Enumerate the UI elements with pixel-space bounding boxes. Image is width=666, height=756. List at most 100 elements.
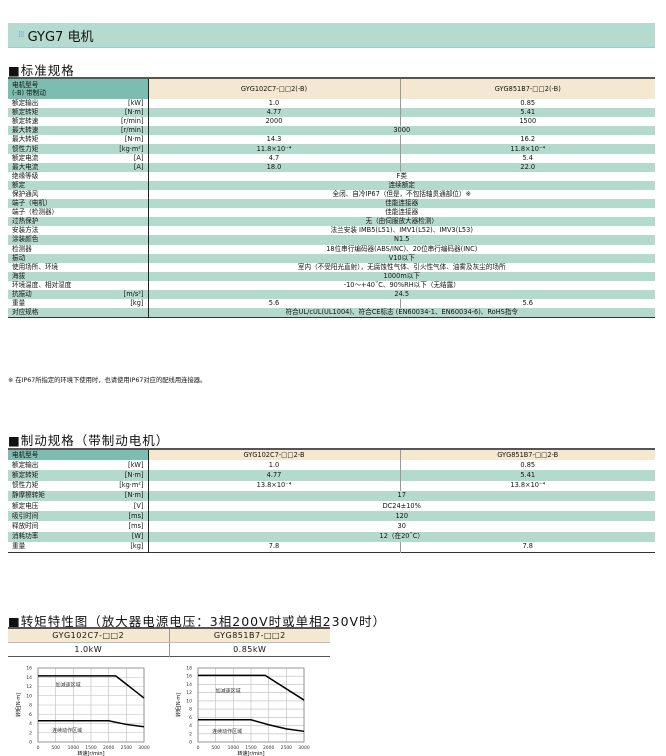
plot-frame [197,667,305,743]
row-label: 惯性力矩 [kg·m²] [12,481,144,490]
y-tick-label: 0 [29,740,32,746]
page-title: GYG7 电机 [27,29,94,45]
torque-title: ■转矩特性图（放大器电源电压：3相200V时或单相230V时） [8,614,387,629]
cell-value: 24.5 [147,289,655,300]
table-row: 额定电流 [A] 4.7 5.4 [8,153,655,163]
cell-value: 2000 [147,117,400,127]
row-label: 过热保护 [8,217,148,227]
row-label: 最大电流 [A] [8,162,148,172]
row-label: 环境温度、相对湿度 [12,280,72,289]
row-label: 海拔 [8,271,148,281]
x-tick-label: 1500 [85,745,97,751]
row-label: 额定输出 [kW] [12,460,144,469]
y-tick-label: 4 [29,721,32,727]
table-header: 电机型号 GYG102C7-□□2-B GYG851B7-□□2-B [8,449,655,461]
row-label: 惯性力矩 [kg·m²] [8,144,148,154]
table-row: 额定转矩 [N·m] 4.77 5.41 [8,470,655,481]
cell-value: 佳能连接器 [147,208,655,218]
y-tick-label: 0 [189,740,192,746]
table-row: 惯性力矩 [kg·m²] 13.8×10⁻⁴ 13.8×10⁻⁴ [8,480,655,491]
table-row: 额定输出 [kW] 1.0 0.85 [8,460,655,471]
cell-value: 4.7 [147,153,400,163]
table-row: 过热保护 无（由伺服放大器检测） [8,217,655,227]
row-unit: [ms] [128,511,144,520]
cell-value: 1500 [399,117,655,127]
y-axis-label: 转矩[N·m] [15,693,22,717]
annotation-continuous: 连续动作区域 [212,728,242,735]
cell-value: 4.77 [147,108,400,118]
row-unit: [V] [133,501,144,510]
cell-value: 佳能连接器 [147,199,655,209]
table-row: 抗振动 [m/s²] 24.5 [8,289,655,300]
brake-spec-title: ■制动规格（带制动电机） [8,433,170,448]
y-tick-label: 8 [29,703,32,709]
cell-value: -10～+40˚C、90%RH以下（无结露） [147,280,655,290]
standard-spec-title: ■标准规格 [8,63,75,78]
row-unit: [N·m] [124,491,144,500]
x-tick-label: 2500 [281,745,293,751]
header-model: GYG102C7-□□2(-B) [147,78,400,99]
table-row: 安装方法 法兰安装 IMB5(L51)、IMV1(L52)、IMV3(L53) [8,226,655,236]
torque-model-table: GYG102C7-□□2 GYG851B7-□□2 1.0kW 0.85kW [8,627,330,657]
row-unit: [N·m] [124,135,144,144]
cell-value: V10以下 [147,253,655,263]
row-label: 抗振动 [m/s²] [8,289,148,300]
cell-value: 1000m以下 [147,271,655,281]
x-tick-label: 500 [51,745,60,751]
header-model: GYG851B7-□□2-B [399,449,655,461]
table-row: 海拔 1000m以下 [8,271,655,281]
row-label: 端子（电机） [8,199,148,209]
x-tick-label: 3000 [298,745,310,751]
y-tick-label: 2 [189,731,192,737]
y-tick-label: 2 [29,730,32,736]
row-label: 涂装颜色 [8,235,148,245]
row-label: 额定输出 [kW] [12,99,144,108]
power-label: 1.0kW [74,645,103,654]
table-row: 使用场所、环境 室内（不受阳光直射），无腐蚀性气体、引火性气体、油雾及灰尘的场所 [8,262,655,272]
table-row: 环境温度、相对湿度 -10～+40˚C、90%RH以下（无结露） [8,280,655,290]
x-axis-label: 转速[r/min] [77,750,104,756]
table-row: 最大电流 [A] 18.0 22.0 [8,162,655,172]
standard-spec-table: 电机型号 (-B) 带制动 GYG102C7-□□2(-B) GYG851B7-□… [8,77,655,319]
row-unit: [m/s²] [123,290,144,299]
y-tick-label: 10 [186,698,192,704]
cell-value: 16.2 [399,135,655,145]
row-label: 额定电流 [A] [12,153,144,162]
annotation-continuous: 连续动作区域 [52,727,82,734]
table-row: 额定转矩 [N·m] 4.77 5.41 [8,108,655,118]
y-tick-label: 18 [186,666,192,672]
series-line [198,674,305,701]
series-line [38,675,145,699]
table-row: 保护通风 全闭、自冷IP67（但是，不包括轴贯通部位）※ [8,189,655,200]
cell-value: 7.8 [399,541,655,553]
row-label: 消耗功率 [W] [8,531,148,542]
cell-value: 全闭、自冷IP67（但是，不包括轴贯通部位）※ [147,189,655,200]
table-row: 重量 [kg] 5.6 5.6 [8,299,655,309]
row-label: 重量 [kg] [12,299,144,308]
table-row: 额定电压 [V] DC24±10% [8,500,655,512]
row-label: 额定转速 [r/min] [12,117,144,126]
header-model: GYG851B7-□□2(-B) [399,78,655,99]
cell-value: 14.3 [147,135,400,145]
row-label: 额定转矩 [N·m] [8,470,148,481]
cell-value: 120 [147,511,655,522]
cell-value: 11.8×10⁻⁴ [399,144,655,154]
cell-value: 0.85 [399,99,655,109]
series-line [198,719,305,733]
x-tick-label: 2000 [103,745,115,751]
y-tick-label: 12 [186,690,192,696]
cell-value: 13.8×10⁻⁴ [147,480,400,491]
row-label: 最大转矩 [N·m] [12,135,144,144]
torque-chart-1: 0 2 4 6 8 10 12 14 16 0 500 1000 1500 2000 2500 3000 加减速… [15,666,150,756]
cell-value: 3000 [147,126,655,136]
y-tick-label: 8 [189,707,192,713]
table-row: 吸引时间 [ms] 120 [8,511,655,522]
brake-spec-table: 电机型号 GYG102C7-□□2-B GYG851B7-□□2-B 额定输出[… [8,448,655,553]
annotation-accel: 加减速区域 [216,688,241,695]
torque-chart-2: 0 2 4 6 8 10 12 14 16 18 0 500 1000 1500 2000 2500 3000 加… [175,666,310,756]
cell-value: 5.6 [399,299,655,309]
page-title-band: ⁞⁞⁞ GYG7 电机 [8,23,655,48]
row-unit: [r/min] [120,117,144,126]
row-unit: [N·m] [124,470,144,479]
x-tick-label: 2500 [121,745,133,751]
